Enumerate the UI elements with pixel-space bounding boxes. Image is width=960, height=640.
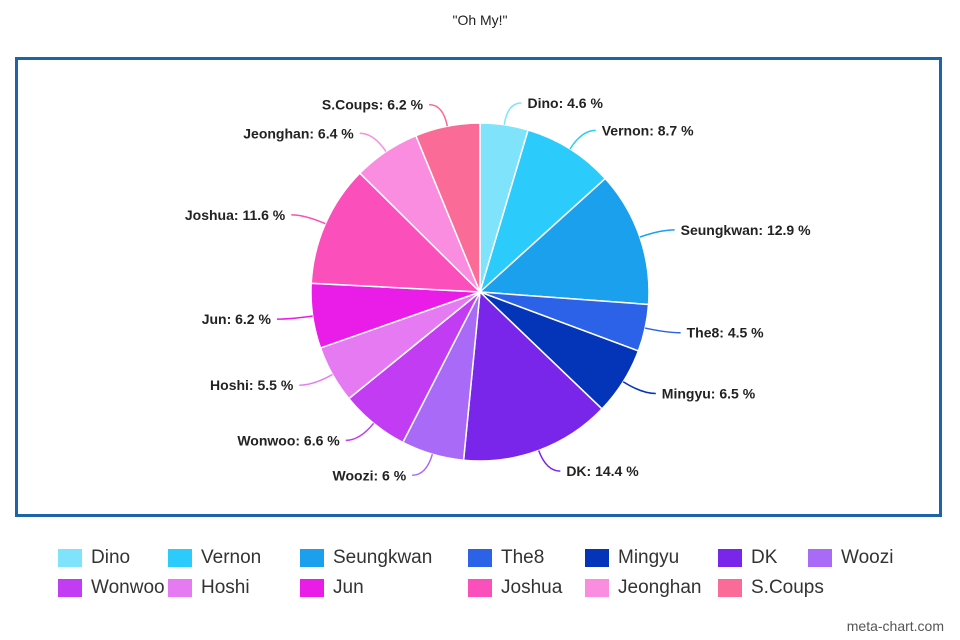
legend-item: Jeonghan xyxy=(585,577,701,599)
label-connector xyxy=(537,450,561,472)
slice-label: DK: 14.4 % xyxy=(566,463,639,479)
label-connector xyxy=(639,229,675,238)
slice-label: Seungkwan: 12.9 % xyxy=(681,222,811,238)
slice-label: Hoshi: 5.5 % xyxy=(210,377,294,393)
slice-label: Dino: 4.6 % xyxy=(527,95,603,111)
legend-item: Joshua xyxy=(468,577,562,599)
legend-swatch xyxy=(300,579,324,597)
legend-swatch xyxy=(718,549,742,567)
slice-label: Jeonghan: 6.4 % xyxy=(243,125,354,141)
legend-swatch xyxy=(585,549,609,567)
legend-swatch xyxy=(58,579,82,597)
legend-swatch xyxy=(58,549,82,567)
pie-slice-joshua xyxy=(310,172,482,293)
slice-label: Woozi: 6 % xyxy=(333,467,407,483)
label-connector xyxy=(412,453,434,477)
label-connector xyxy=(503,102,522,125)
legend-label: S.Coups xyxy=(751,577,824,598)
label-connector xyxy=(622,381,656,395)
slice-label: Joshua: 11.6 % xyxy=(185,207,286,223)
legend-item: The8 xyxy=(468,547,544,569)
legend-swatch xyxy=(300,549,324,567)
legend-item: Mingyu xyxy=(585,547,679,569)
pie-slice-dk xyxy=(462,290,604,462)
legend-item: Wonwoo xyxy=(58,577,165,599)
legend-item: Jun xyxy=(300,577,364,599)
pie-chart: Dino: 4.6 % Vernon: 8.7 % Seungkwan: 12.9 … xyxy=(185,95,811,483)
label-connector xyxy=(429,103,449,127)
legend-swatch xyxy=(468,549,492,567)
label-connector xyxy=(291,214,326,225)
legend-label: The8 xyxy=(501,547,545,568)
label-connector xyxy=(644,327,681,334)
legend-label: DK xyxy=(751,547,778,568)
legend-swatch xyxy=(168,579,192,597)
slice-label: Jun: 6.2 % xyxy=(202,311,272,327)
credit-text: meta-chart.com xyxy=(846,618,944,634)
legend-item: S.Coups xyxy=(718,577,824,599)
legend-swatch xyxy=(168,549,192,567)
legend-item: Vernon xyxy=(168,547,261,569)
slice-label: Vernon: 8.7 % xyxy=(602,122,694,138)
legend-item: Hoshi xyxy=(168,577,250,599)
legend-swatch xyxy=(468,579,492,597)
chart-title: "Oh My!" xyxy=(452,12,508,28)
legend-label: Wonwoo xyxy=(91,577,165,598)
label-connector xyxy=(276,315,313,320)
label-connector xyxy=(299,373,333,386)
legend-label: Hoshi xyxy=(201,577,250,598)
slice-label: Wonwoo: 6.6 % xyxy=(237,432,340,448)
slice-label: The8: 4.5 % xyxy=(687,325,765,341)
legend-item: Dino xyxy=(58,547,130,569)
chart-frame xyxy=(15,57,942,517)
legend-label: Jeonghan xyxy=(618,577,702,598)
legend-item: Seungkwan xyxy=(300,547,432,569)
legend-label: Dino xyxy=(91,547,131,568)
label-connector xyxy=(345,422,375,442)
pie-slice-s-coups xyxy=(414,122,481,293)
slice-label: S.Coups: 6.2 % xyxy=(322,97,424,113)
legend-label: Jun xyxy=(333,577,364,598)
pie-slice-vernon xyxy=(478,129,607,295)
legend-item: Woozi xyxy=(808,547,893,569)
slice-label: Mingyu: 6.5 % xyxy=(662,385,756,401)
legend-label: Woozi xyxy=(841,547,894,568)
legend-label: Vernon xyxy=(201,547,262,568)
label-connector xyxy=(569,129,596,150)
label-connector xyxy=(359,132,387,152)
legend-label: Mingyu xyxy=(618,547,680,568)
legend-swatch xyxy=(585,579,609,597)
legend-swatch xyxy=(808,549,832,567)
pie-slice-seungkwan xyxy=(478,177,650,306)
legend-label: Joshua xyxy=(501,577,563,598)
legend-item: DK xyxy=(718,547,777,569)
legend-label: Seungkwan xyxy=(333,547,433,568)
legend-swatch xyxy=(718,579,742,597)
